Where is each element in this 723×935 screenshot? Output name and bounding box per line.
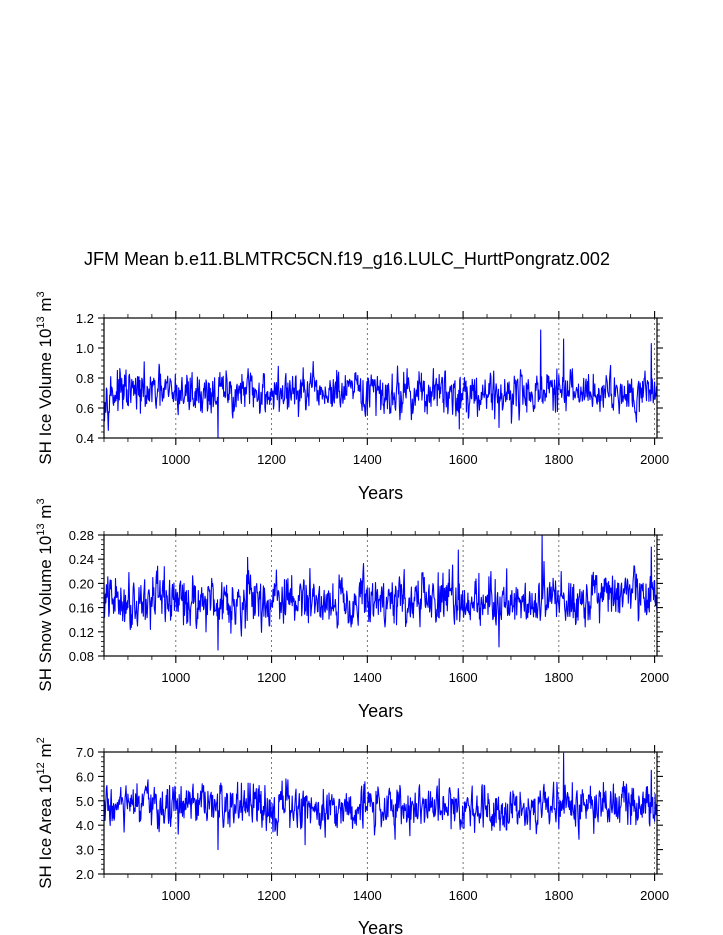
y-axis-label: SH Ice Volume 1013 m3: [35, 291, 55, 464]
x-tick-label: 1800: [544, 670, 573, 685]
y-tick-label: 1.0: [76, 341, 94, 356]
x-tick-label: 1200: [257, 670, 286, 685]
y-tick-label: 0.28: [69, 528, 94, 543]
y-tick-label: 0.4: [76, 431, 94, 446]
y-tick-label: 0.16: [69, 601, 94, 616]
ice-area-panel: 2.0 3.0 4.0 5.0 6.0 7.0 1000 1200 1400 1600 1800 20…: [35, 737, 669, 935]
y-tick-label: 1.2: [76, 311, 94, 326]
y-axis-label: SH Snow Volume 1013 m3: [35, 498, 55, 691]
plot-frame: [103, 534, 658, 657]
x-tick-label: 1000: [161, 888, 190, 903]
x-tick-label: 1600: [449, 452, 478, 467]
figure-title: JFM Mean b.e11.BLMTRC5CN.f19_g16.LULC_Hu…: [84, 249, 610, 270]
x-axis-label: Years: [358, 918, 403, 935]
y-tick-label: 0.08: [69, 649, 94, 664]
ice-area-series-line: [103, 752, 658, 851]
x-tick-label: 1000: [161, 670, 190, 685]
x-tick-label: 2000: [640, 888, 669, 903]
y-tick-label: 2.0: [76, 867, 94, 882]
x-tick-label: 1800: [544, 888, 573, 903]
x-axis-label: Years: [358, 701, 403, 721]
x-axis-label: Years: [358, 483, 403, 503]
y-tick-label: 0.8: [76, 371, 94, 386]
x-tick-label: 2000: [640, 452, 669, 467]
x-tick-label: 1600: [449, 670, 478, 685]
y-axis-label: SH Ice Area 1012 m2: [35, 737, 55, 889]
y-tick-label: 3.0: [76, 843, 94, 858]
x-tick-label: 1200: [257, 888, 286, 903]
y-tick-label: 5.0: [76, 794, 94, 809]
y-tick-label: 4.0: [76, 818, 94, 833]
snow-volume-panel: 0.08 0.12 0.16 0.20 0.24 0.28 1000 1200 1400 1600…: [35, 498, 669, 721]
y-tick-label: 0.12: [69, 625, 94, 640]
x-tick-label: 1400: [353, 670, 382, 685]
x-tick-label: 1400: [353, 452, 382, 467]
y-tick-label: 7.0: [76, 745, 94, 760]
snow-volume-series-line: [103, 534, 658, 651]
y-tick-label: 0.20: [69, 576, 94, 591]
plot-frame: [103, 751, 658, 875]
x-tick-label: 1000: [161, 452, 190, 467]
ice-volume-series-line: [103, 329, 658, 439]
y-tick-label: 0.6: [76, 401, 94, 416]
x-tick-label: 1600: [449, 888, 478, 903]
y-tick-label: 0.24: [69, 552, 94, 567]
x-tick-label: 1400: [353, 888, 382, 903]
x-tick-label: 1200: [257, 452, 286, 467]
x-tick-label: 2000: [640, 670, 669, 685]
y-tick-label: 6.0: [76, 769, 94, 784]
x-tick-label: 1800: [544, 452, 573, 467]
ice-volume-panel: 0.4 0.6 0.8 1.0 1.2 1000 1200 1400 1600 1800 2000 Y…: [35, 291, 669, 503]
